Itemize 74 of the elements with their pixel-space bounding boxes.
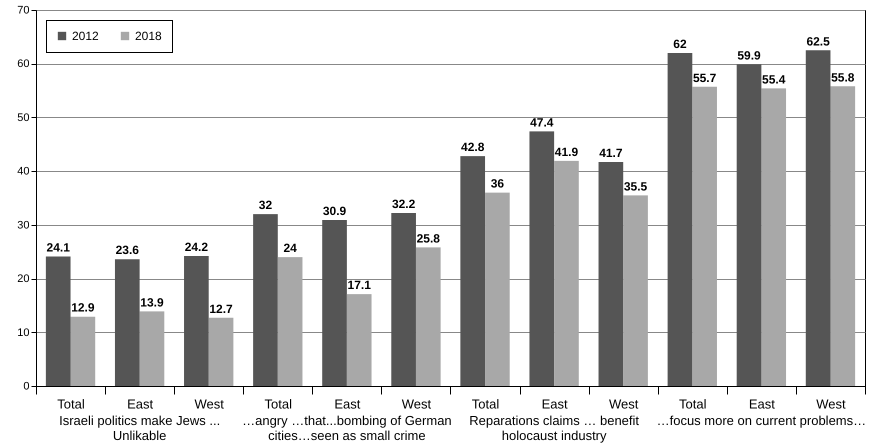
- bar: [46, 256, 71, 386]
- data-label: 47.4: [530, 115, 554, 130]
- bar: [70, 316, 96, 386]
- bar: [253, 214, 278, 386]
- bar: [140, 311, 164, 386]
- data-label: 55.7: [692, 70, 717, 85]
- y-tick-label: 40: [17, 166, 30, 178]
- data-label: 30.9: [322, 204, 347, 218]
- x-tick-label: West: [816, 396, 846, 412]
- x-tick-label: East: [542, 396, 568, 412]
- data-label: 35.5: [624, 179, 648, 194]
- text: Israeli politics make Jews ... Unlikable: [59, 413, 220, 443]
- y-tick-label: 10: [17, 326, 30, 339]
- bar: [391, 213, 416, 386]
- data-label: 62: [673, 36, 687, 51]
- text: …focus more on current problems…: [656, 413, 866, 428]
- data-label: 24.1: [46, 240, 70, 255]
- bar: [114, 259, 140, 386]
- x-tick-label: West: [194, 396, 224, 412]
- bar: [346, 294, 372, 386]
- x-tick-label: Total: [679, 396, 707, 412]
- data-label: 55.4: [762, 72, 786, 86]
- data-label: 41.7: [599, 146, 623, 160]
- x-tick-label: West: [609, 396, 639, 412]
- bar: [322, 220, 347, 386]
- bar: [830, 86, 856, 386]
- data-label: 24: [283, 241, 298, 256]
- bar: [598, 162, 624, 386]
- bar: [278, 257, 302, 386]
- bar: [460, 156, 486, 386]
- bar: [485, 192, 510, 386]
- y-tick-label: 50: [17, 112, 30, 124]
- x-tick-label: Total: [472, 396, 500, 412]
- bar: [208, 318, 234, 386]
- data-label: 17.1: [348, 278, 372, 292]
- data-label: 62.5: [806, 34, 830, 48]
- x-tick-label: Total: [264, 396, 292, 412]
- x-tick-label: Total: [57, 396, 85, 412]
- bar: [668, 52, 692, 386]
- x-tick-label: East: [127, 396, 154, 412]
- y-tick-label: 30: [17, 219, 30, 232]
- bar: [623, 195, 648, 386]
- data-label: 55.8: [831, 70, 855, 84]
- data-label: 12.7: [209, 302, 234, 316]
- data-label: 32: [258, 198, 272, 212]
- y-tick-label: 70: [17, 4, 30, 16]
- y-tick-label: 0: [23, 380, 30, 392]
- data-label: 36: [490, 176, 504, 191]
- data-label: 13.9: [140, 295, 164, 310]
- y-tick-label: 60: [17, 58, 30, 70]
- text: …angry …that...bombing of German cities…seen as small crime: [242, 413, 452, 443]
- data-label: 32.2: [392, 197, 416, 212]
- x-tick-label: East: [334, 396, 361, 412]
- data-label: 59.9: [737, 48, 762, 62]
- data-label: 25.8: [416, 231, 440, 246]
- bar: [184, 256, 209, 386]
- x-tick-label: East: [748, 396, 776, 412]
- data-label: 41.9: [554, 144, 578, 159]
- bar: [554, 160, 579, 386]
- legend-label: 2012: [72, 29, 100, 43]
- x-tick-label: West: [402, 396, 432, 412]
- bar: [692, 86, 717, 386]
- data-label: 12.9: [71, 300, 95, 315]
- data-label: 42.8: [461, 140, 485, 154]
- bar: [416, 247, 441, 386]
- data-label: 23.6: [116, 243, 140, 258]
- data-label: 24.2: [184, 240, 208, 254]
- y-tick-label: 20: [17, 273, 30, 286]
- text: Reparations claims … benefit holocaust industry: [469, 413, 640, 443]
- bar: [529, 131, 554, 386]
- bar: [736, 64, 762, 386]
- legend-label: 2018: [135, 29, 162, 43]
- bar: [761, 88, 786, 386]
- bar: [806, 50, 830, 386]
